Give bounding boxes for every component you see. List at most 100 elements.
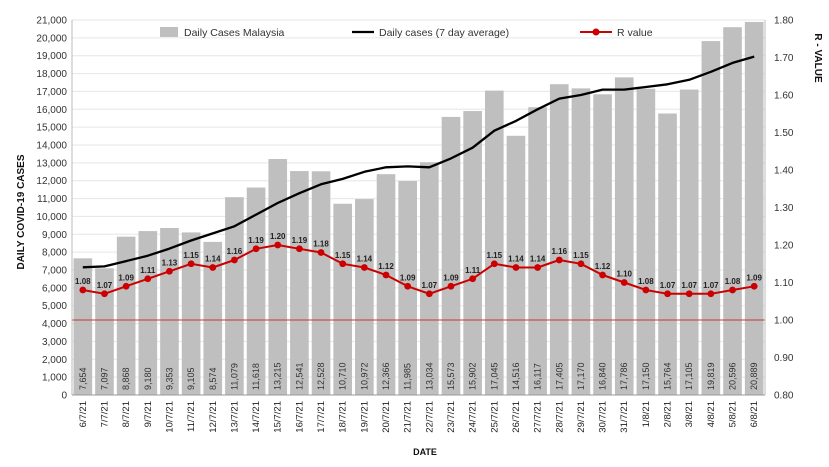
r-value-label: 1.07 — [681, 281, 697, 290]
bar — [571, 88, 591, 396]
x-tick-label: 11/7/21 — [186, 401, 197, 432]
x-tick-label: 26/7/21 — [511, 401, 522, 433]
bar-value-label: 12,366 — [381, 362, 391, 390]
y-tick-label: 18,000 — [36, 69, 67, 80]
y-tick-label: 6,000 — [42, 283, 67, 294]
bar-value-label: 17,150 — [641, 362, 651, 390]
y-tick-label: 1,000 — [42, 373, 67, 384]
bar-value-label: 15,764 — [663, 362, 673, 390]
bar-value-label: 12,528 — [316, 362, 326, 390]
bar-value-label: 17,786 — [619, 362, 629, 390]
y2-tick-label: 0.80 — [774, 391, 794, 402]
bar — [723, 27, 742, 395]
y2-tick-label: 1.50 — [774, 128, 794, 139]
bar — [268, 159, 288, 395]
y-tick-label: 19,000 — [36, 51, 67, 62]
x-tick-label: 13/7/21 — [229, 401, 240, 433]
bar — [636, 88, 656, 395]
r-value-marker — [599, 271, 606, 279]
r-value-marker — [425, 290, 433, 298]
r-value-label: 1.12 — [378, 262, 394, 271]
bar-value-label: 9,180 — [143, 367, 153, 390]
y-tick-label: 12,000 — [36, 176, 67, 187]
r-value-marker — [101, 290, 108, 298]
r-value-label: 1.14 — [530, 255, 546, 264]
x-tick-label: 5/8/21 — [728, 401, 739, 427]
bar — [744, 21, 764, 395]
bar-value-label: 10,710 — [338, 362, 348, 390]
r-value-label: 1.12 — [595, 262, 611, 271]
x-tick-label: 19/7/21 — [359, 401, 370, 433]
r-value-label: 1.07 — [422, 281, 438, 290]
x-tick-label: 15/7/21 — [273, 401, 284, 433]
bar — [311, 171, 331, 395]
bar — [420, 162, 439, 395]
r-value-marker — [382, 271, 390, 279]
r-value-label: 1.08 — [638, 277, 654, 286]
bar — [593, 94, 612, 396]
bar-value-label: 7,097 — [99, 367, 109, 390]
bar-value-labels: 7,654 7,097 8,868 9,180 9,353 9,105 8,574 11,07… — [78, 362, 759, 390]
r-value-marker — [360, 264, 368, 271]
bar — [333, 203, 353, 395]
x-tick-label: 23/7/21 — [446, 401, 457, 433]
r-value-label: 1.18 — [313, 240, 329, 249]
x-tick-label: 8/7/21 — [121, 401, 132, 427]
r-value-label: 1.14 — [205, 255, 221, 264]
bar-value-label: 20,889 — [749, 362, 759, 390]
x-tick-label: 30/7/21 — [598, 401, 609, 433]
r-value-marker — [750, 282, 758, 290]
r-value-marker — [295, 245, 303, 253]
r-value-marker — [339, 260, 347, 268]
x-tick-label: 3/8/21 — [684, 401, 695, 427]
bar-value-label: 16,840 — [598, 362, 608, 390]
y-tick-label: 13,000 — [36, 158, 67, 169]
bar-value-label: 15,902 — [468, 362, 478, 390]
bar-value-label: 13,034 — [424, 362, 434, 390]
r-value-label: 1.09 — [118, 273, 134, 282]
y-tick-label: 3,000 — [42, 337, 67, 348]
bar — [658, 113, 677, 395]
r-value-label: 1.19 — [248, 236, 264, 245]
bar — [95, 268, 114, 395]
legend-swatch-r-marker — [592, 28, 600, 36]
r-value-marker — [79, 286, 87, 294]
legend: Daily Cases Malaysia Daily cases (7 day … — [160, 27, 653, 39]
x-tick-label: 9/7/21 — [143, 401, 154, 427]
x-tick-label: 10/7/21 — [164, 401, 175, 433]
y2-tick-label: 1.00 — [774, 316, 794, 327]
bar — [203, 241, 223, 395]
bar-value-label: 17,170 — [576, 362, 586, 390]
x-tick-label: 2/8/21 — [663, 401, 674, 427]
y2-tick-label: 1.80 — [774, 16, 794, 27]
r-value-marker — [577, 260, 585, 268]
r-value-label: 1.07 — [660, 281, 676, 290]
axes: 0 1,000 2,000 3,000 4,000 5,000 6,000 7,000 8,00… — [36, 16, 793, 433]
r-value-marker — [620, 279, 628, 286]
y-tick-label: 8,000 — [42, 248, 67, 259]
x-tick-label: 1/8/21 — [641, 401, 652, 427]
r-value-label: 1.20 — [270, 232, 286, 241]
bar-value-label: 8,574 — [208, 367, 218, 390]
bar-value-label: 16,117 — [533, 363, 543, 390]
bar — [441, 116, 461, 396]
x-tick-label: 6/8/21 — [749, 401, 760, 427]
bar-value-label: 15,573 — [446, 362, 456, 390]
r-value-marker — [512, 264, 520, 271]
bar — [246, 187, 266, 395]
r-value-marker — [274, 241, 282, 249]
y-tick-label: 20,000 — [36, 33, 67, 44]
r-value-marker — [404, 282, 412, 290]
bar-value-label: 19,819 — [706, 362, 716, 390]
x-tick-label: 28/7/21 — [554, 401, 565, 433]
y2-axis-label: R - VALUE — [812, 33, 823, 83]
y-tick-label: 9,000 — [42, 230, 67, 241]
y2-tick-label: 1.70 — [774, 53, 794, 64]
r-value-marker — [729, 286, 736, 294]
bar — [138, 231, 158, 395]
legend-label-average: Daily cases (7 day average) — [379, 27, 509, 39]
r-value-label: 1.09 — [443, 273, 459, 282]
bar-value-label: 12,541 — [294, 362, 304, 390]
r-value-label: 1.15 — [335, 251, 351, 260]
r-value-marker — [187, 260, 195, 268]
